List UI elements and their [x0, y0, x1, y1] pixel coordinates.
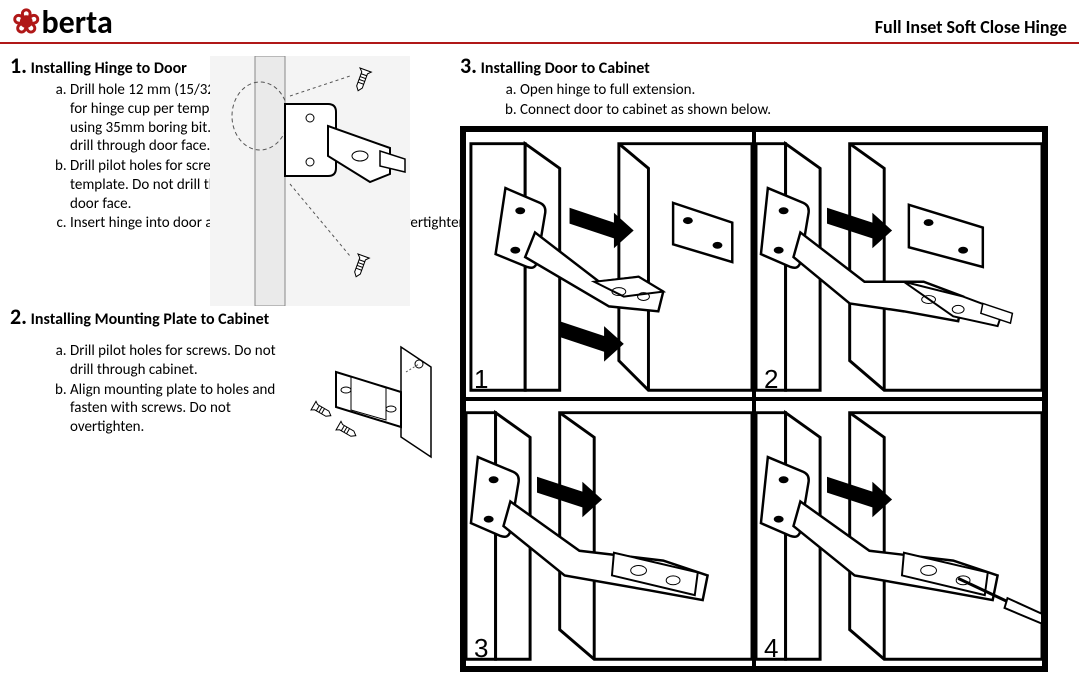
brand-logo: ❀ berta [12, 6, 113, 40]
panel-2-diagram-icon [756, 132, 1042, 397]
step-3-heading: 3. Installing Door to Cabinet [460, 52, 1069, 79]
panel-4-label: 4 [764, 633, 778, 664]
content: 1. Installing Hinge to Door Drill hole 1… [0, 44, 1079, 672]
step-3-list: Open hinge to full extension. Connect do… [460, 81, 1069, 120]
panel-4: 4 [754, 399, 1044, 668]
step-1-number: 1. [10, 52, 27, 79]
panel-3-diagram-icon [466, 401, 752, 666]
step-2-list: Drill pilot holes for screws. Do not dri… [10, 342, 300, 462]
panel-2-label: 2 [764, 364, 778, 395]
panel-1-diagram-icon [466, 132, 752, 397]
assembly-panels: 1 [460, 126, 1048, 672]
header: ❀ berta Full Inset Soft Close Hinge [0, 0, 1079, 44]
step-2-figure [306, 342, 436, 462]
panel-1-label: 1 [474, 364, 488, 395]
step-2-number: 2. [10, 303, 27, 330]
panel-1: 1 [464, 130, 754, 399]
step-2-item-a: Drill pilot holes for screws. Do not dri… [70, 342, 300, 380]
step-2-title: Installing Mounting Plate to Cabinet [31, 310, 269, 329]
panel-3-label: 3 [474, 633, 488, 664]
panel-4-diagram-icon [756, 401, 1042, 666]
step-3-item-a: Open hinge to full extension. [520, 81, 1069, 100]
step-1: 1. Installing Hinge to Door Drill hole 1… [10, 52, 450, 233]
step-3-item-b: Connect door to cabinet as shown below. [520, 101, 1069, 120]
brand-text: berta [42, 7, 113, 39]
step-3-title: Installing Door to Cabinet [481, 59, 650, 78]
left-column: 1. Installing Hinge to Door Drill hole 1… [10, 52, 460, 672]
logo-mark-icon: ❀ [12, 6, 41, 40]
step-1-title: Installing Hinge to Door [31, 59, 187, 78]
step-1-figure [210, 56, 410, 306]
hinge-door-diagram-icon [210, 56, 410, 306]
step-2: 2. Installing Mounting Plate to Cabinet … [10, 303, 450, 462]
step-2-item-b: Align mounting plate to holes and fasten… [70, 381, 300, 437]
panel-3: 3 [464, 399, 754, 668]
mounting-plate-diagram-icon [306, 342, 436, 462]
product-title: Full Inset Soft Close Hinge [875, 16, 1067, 40]
right-column: 3. Installing Door to Cabinet Open hinge… [460, 52, 1069, 672]
step-2-heading: 2. Installing Mounting Plate to Cabinet [10, 303, 450, 330]
panel-2: 2 [754, 130, 1044, 399]
step-3-number: 3. [460, 52, 477, 79]
